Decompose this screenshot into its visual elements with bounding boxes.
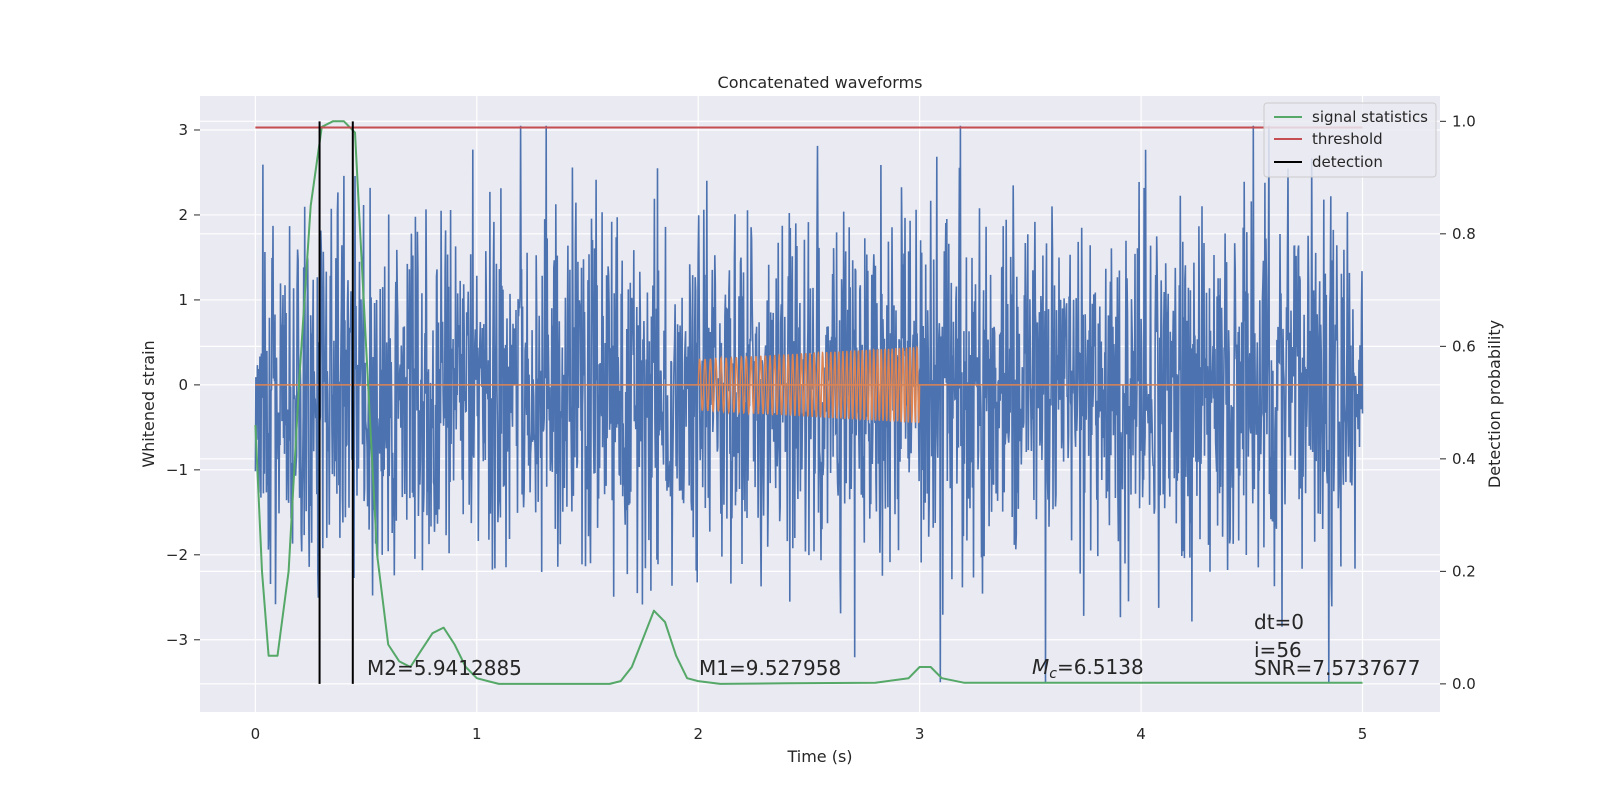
legend-label-detection: detection <box>1312 153 1383 171</box>
y-tick-label: −2 <box>166 546 188 564</box>
detection-lines <box>318 121 354 684</box>
annotations: M2=5.9412885 M1=9.527958 Mc=6.5138 dt=0 … <box>367 610 1420 682</box>
signal-statistics-series <box>254 120 1363 685</box>
y2-tick-label: 0.4 <box>1452 450 1476 468</box>
x-tick-label: 5 <box>1358 725 1368 743</box>
waveform-series <box>255 345 1363 424</box>
dt-annotation: dt=0 <box>1254 610 1304 634</box>
y-axis-label: Whitened strain <box>139 340 158 467</box>
mc-value: =6.5138 <box>1057 655 1144 679</box>
mc-symbol: M <box>1032 655 1049 679</box>
x-axis-label: Time (s) <box>786 747 852 766</box>
y2-tick-label: 0.8 <box>1452 225 1476 243</box>
m2-annotation: M2=5.9412885 <box>367 656 522 680</box>
y2-ticks: 0.0 0.2 0.4 0.6 0.8 1.0 <box>1440 112 1476 693</box>
waveform-line <box>697 345 921 424</box>
y-tick-label: −3 <box>166 631 188 649</box>
legend-box <box>1263 102 1437 178</box>
legend: signal statistics threshold detection <box>1263 102 1437 178</box>
x-tick-label: 4 <box>1136 725 1146 743</box>
y-tick-label: 1 <box>178 291 188 309</box>
x-tick-label: 3 <box>915 725 925 743</box>
snr-annotation: SNR=7.5737677 <box>1254 656 1420 680</box>
x-tick-label: 1 <box>472 725 482 743</box>
i-annotation: i=56 <box>1254 638 1302 662</box>
y2-tick-label: 1.0 <box>1452 112 1476 130</box>
legend-label-signal-statistics: signal statistics <box>1312 108 1428 126</box>
y-tick-label: −1 <box>166 461 188 479</box>
y2-axis-label: Detection probability <box>1485 320 1504 488</box>
y-tick-label: 2 <box>178 206 188 224</box>
strain-series <box>254 125 1364 683</box>
x-ticks: 0 1 2 3 4 5 <box>251 725 1368 743</box>
mc-annotation: Mc=6.5138 <box>1032 655 1144 682</box>
y-ticks: −3 −2 −1 0 1 2 3 <box>166 121 200 649</box>
legend-label-threshold: threshold <box>1312 130 1383 148</box>
chart-title: Concatenated waveforms <box>718 73 923 92</box>
y2-tick-label: 0.0 <box>1452 675 1476 693</box>
y-tick-label: 0 <box>178 376 188 394</box>
strain-line <box>254 125 1364 683</box>
y2-tick-label: 0.6 <box>1452 337 1476 355</box>
y-tick-label: 3 <box>178 121 188 139</box>
x-tick-label: 0 <box>251 725 261 743</box>
x-tick-label: 2 <box>693 725 703 743</box>
y2-tick-label: 0.2 <box>1452 562 1476 580</box>
signal-statistics-line <box>254 120 1363 685</box>
mc-subscript: c <box>1049 666 1057 682</box>
m1-annotation: M1=9.527958 <box>699 656 841 680</box>
